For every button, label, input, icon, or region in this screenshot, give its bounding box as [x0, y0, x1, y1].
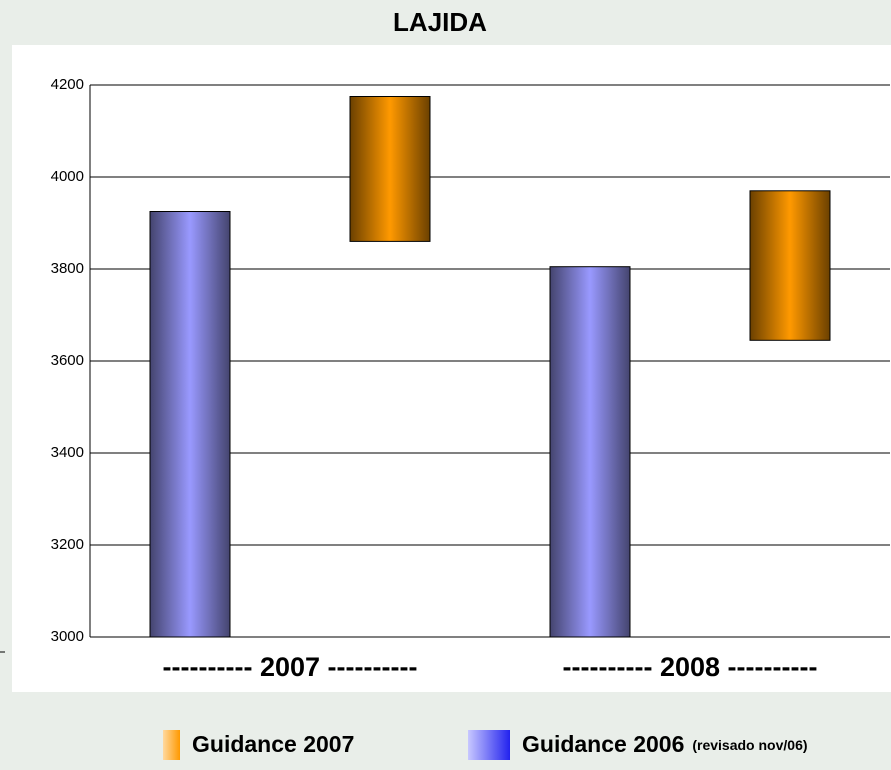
legend-name: Guidance 2006 [522, 731, 684, 757]
bar [149, 211, 231, 638]
bar [549, 266, 631, 638]
chart-title: LAJIDA [393, 7, 487, 37]
plot-background [12, 45, 891, 692]
y-tick-label: 4200 [51, 76, 84, 93]
y-tick-label: 4000 [51, 168, 84, 185]
x-tick-label: ---------- 2008 ---------- [563, 652, 818, 682]
legend-label: Guidance 2007 [192, 731, 354, 757]
x-tick-label: ---------- 2007 ---------- [163, 652, 418, 682]
bar [749, 190, 831, 341]
legend-label: Guidance 2006 (revisado nov/06) [522, 731, 808, 757]
legend-swatch [468, 730, 510, 760]
legend-name: Guidance 2007 [192, 731, 354, 757]
y-tick-label: 3000 [51, 628, 84, 645]
legend-note: (revisado nov/06) [692, 737, 807, 753]
legend-swatch [163, 730, 180, 760]
bar [349, 96, 431, 242]
y-tick-label: 3400 [51, 444, 84, 461]
y-tick-label: 3800 [51, 260, 84, 277]
y-tick-label: 3600 [51, 352, 84, 369]
y-tick-label: 3200 [51, 536, 84, 553]
